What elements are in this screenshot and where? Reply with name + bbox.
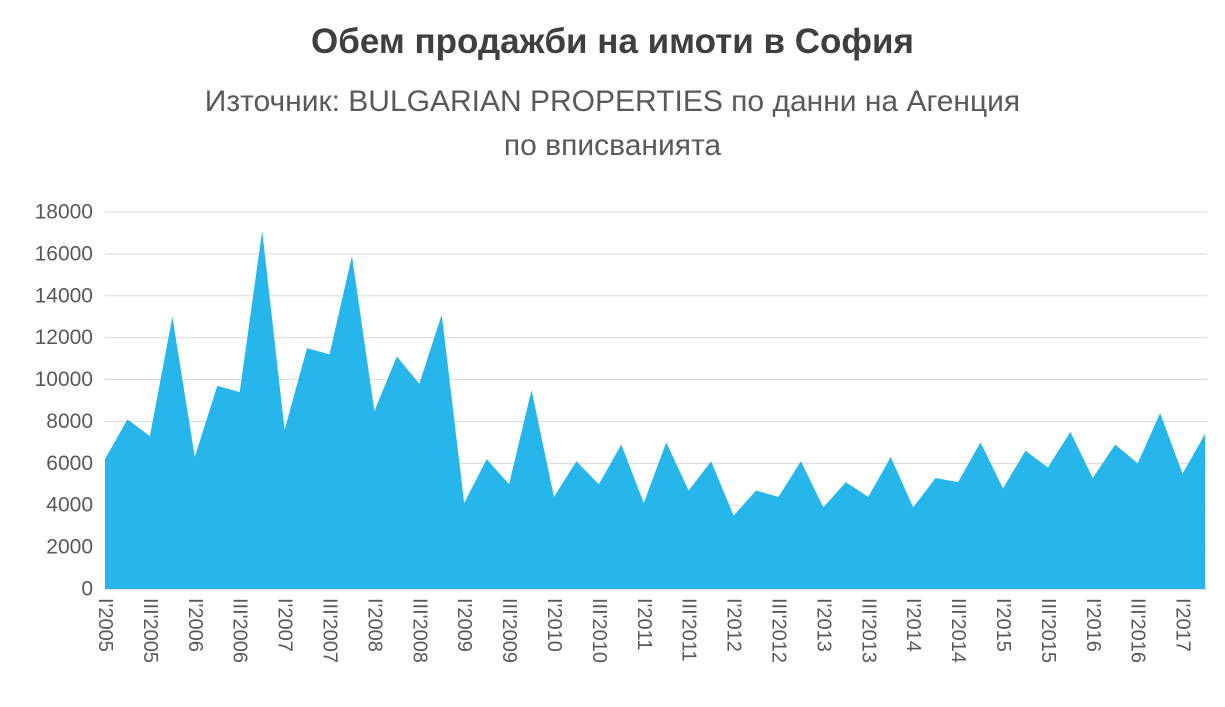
x-tick-label: I'2014 [902,598,924,652]
x-tick-label: III'2008 [408,598,430,663]
x-tick-label: I'2007 [274,598,296,652]
x-tick-label: III'2011 [678,598,700,662]
x-tick-label: III'2005 [139,598,161,663]
x-tick-label: I'2012 [723,598,745,652]
x-tick-label: I'2010 [543,598,565,652]
x-tick-label: I'2009 [453,598,475,652]
x-tick-label: III'2015 [1037,598,1059,663]
chart-subtitle: Източник: BULGARIAN PROPERTIES по данни … [0,80,1225,168]
x-tick-label: I'2005 [94,598,116,652]
x-tick-label: III'2014 [947,598,969,663]
y-tick-label: 6000 [46,452,93,475]
y-tick-label: 2000 [46,536,93,559]
x-tick-label: III'2009 [498,598,520,663]
x-tick-label: I'2015 [992,598,1014,652]
chart-subtitle-line-1: Източник: BULGARIAN PROPERTIES по данни … [204,85,1021,118]
x-tick-label: I'2011 [633,598,655,650]
x-tick-label: I'2016 [1082,598,1104,652]
x-tick-label: III'2013 [857,598,879,663]
y-tick-label: 14000 [35,284,93,307]
x-tick-label: I'2006 [184,598,206,652]
chart-title: Обем продажби на имоти в София [311,22,914,61]
x-tick-label: III'2012 [767,598,789,663]
x-tick-label: III'2016 [1127,598,1149,663]
y-tick-label: 0 [81,578,93,601]
x-tick-label: I'2013 [812,598,834,652]
y-tick-label: 8000 [46,410,93,433]
x-tick-label: III'2006 [229,598,251,663]
x-tick-label: III'2007 [318,598,340,663]
x-tick-label: I'2008 [363,598,385,652]
y-tick-label: 16000 [35,242,93,265]
y-tick-label: 12000 [35,326,93,349]
area-series [105,230,1205,589]
x-tick-label: III'2010 [588,598,610,663]
y-tick-label: 18000 [35,201,93,224]
chart-subtitle-line-2: по вписванията [503,129,722,162]
y-tick-label: 10000 [35,368,93,391]
x-tick-label: I'2017 [1172,598,1194,652]
y-tick-label: 4000 [46,494,93,517]
area-chart: 0 2000 4000 6000 8000 10000 12000 14000 16000 180… [35,201,1207,663]
